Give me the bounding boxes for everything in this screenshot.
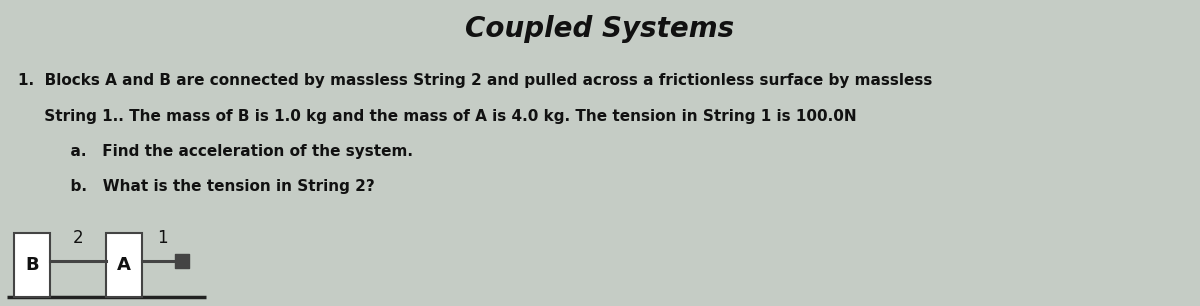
Bar (14, 233, 50, 297)
Text: b.   What is the tension in String 2?: b. What is the tension in String 2? (18, 179, 374, 194)
Text: 1: 1 (157, 229, 167, 247)
Text: a.   Find the acceleration of the system.: a. Find the acceleration of the system. (18, 144, 413, 159)
Point (173, 259, 192, 264)
Text: B: B (25, 256, 40, 274)
Bar (106, 233, 142, 297)
Text: 2: 2 (73, 229, 83, 247)
Text: String 1.. The mass of B is 1.0 kg and the mass of A is 4.0 kg. The tension in S: String 1.. The mass of B is 1.0 kg and t… (18, 109, 857, 124)
Text: 1.  Blocks A and B are connected by massless String 2 and pulled across a fricti: 1. Blocks A and B are connected by massl… (18, 73, 932, 88)
Text: A: A (116, 256, 131, 274)
Text: Coupled Systems: Coupled Systems (466, 15, 734, 43)
